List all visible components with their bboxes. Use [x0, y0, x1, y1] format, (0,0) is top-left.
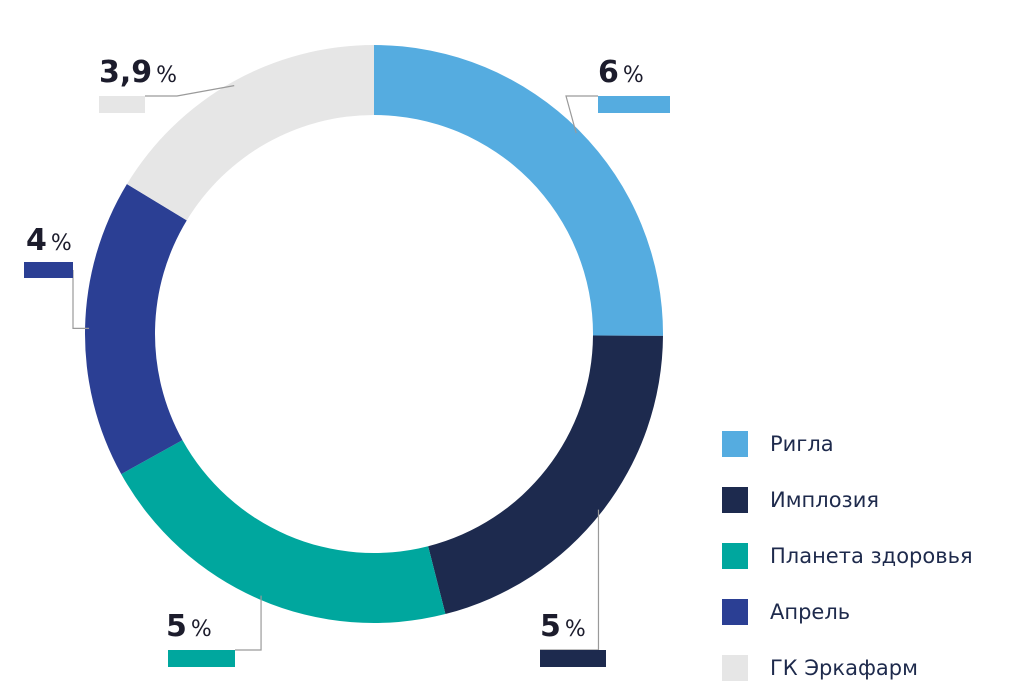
- data-label: 5%: [540, 609, 586, 644]
- leader-line: [235, 595, 262, 651]
- donut-slice: [428, 335, 663, 615]
- donut-slice: [84, 184, 187, 475]
- legend-label: Ригла: [770, 432, 834, 456]
- data-label: 6%: [598, 55, 644, 90]
- callout-bar: [168, 650, 235, 667]
- data-label: 3,9%: [99, 55, 177, 90]
- legend-item-gk-erkafarm: ГК Эркафарм: [722, 640, 973, 696]
- callout-bar: [540, 650, 606, 667]
- legend-item-implosia: Имплозия: [722, 472, 973, 528]
- donut-slice: [126, 45, 374, 221]
- legend-swatch: [722, 487, 748, 513]
- data-label: 4%: [26, 223, 72, 258]
- legend-label: Апрель: [770, 600, 851, 624]
- callout-bar: [24, 262, 73, 278]
- callout-bar: [598, 96, 670, 113]
- donut-slice: [121, 440, 446, 623]
- legend-label: ГК Эркафарм: [770, 656, 918, 680]
- donut-slice: [374, 45, 663, 336]
- leader-line: [145, 85, 235, 97]
- callout-bar: [99, 96, 145, 113]
- legend-swatch: [722, 431, 748, 457]
- data-label: 5%: [166, 609, 212, 644]
- legend-label: Планета здоровья: [770, 544, 973, 568]
- legend-item-planeta-zdorovya: Планета здоровья: [722, 528, 973, 584]
- legend-swatch: [722, 543, 748, 569]
- leader-line: [565, 95, 598, 134]
- legend-swatch: [722, 599, 748, 625]
- legend-label: Имплозия: [770, 488, 879, 512]
- legend-item-rigla: Ригла: [722, 416, 973, 472]
- legend-item-aprel: Апрель: [722, 584, 973, 640]
- legend: Ригла Имплозия Планета здоровья Апрель Г…: [722, 416, 973, 696]
- leader-line: [72, 270, 90, 329]
- legend-swatch: [722, 655, 748, 681]
